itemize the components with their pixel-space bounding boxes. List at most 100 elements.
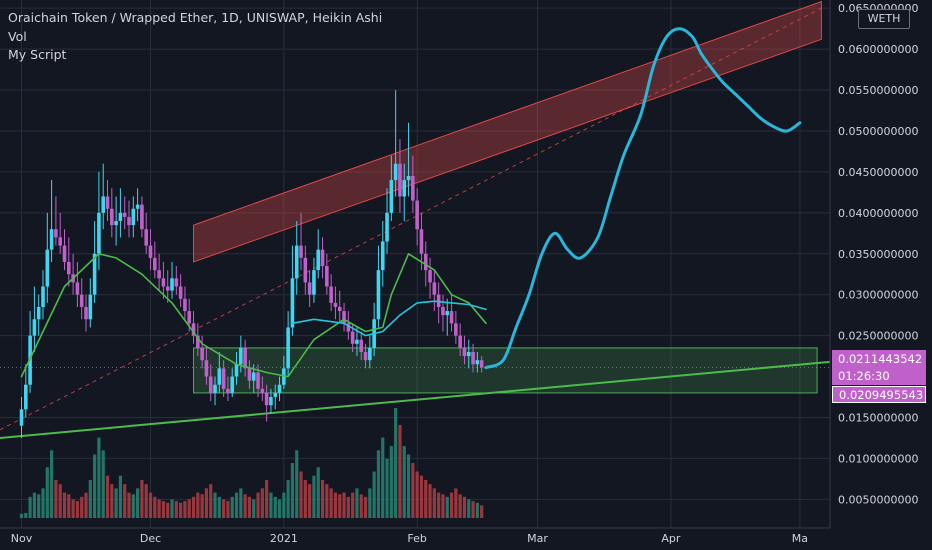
candle-body	[239, 347, 243, 365]
volume-bars	[19, 408, 484, 518]
candle-body	[432, 282, 437, 295]
script-indicator-label[interactable]: My Script	[8, 47, 67, 62]
candle-body	[213, 384, 217, 393]
candle-body	[32, 319, 37, 336]
x-tick-label: Apr	[661, 532, 681, 545]
volume-bar	[110, 484, 114, 518]
volume-bar	[144, 484, 148, 518]
volume-bar	[101, 450, 105, 518]
y-tick-label: 0.0050000000	[838, 493, 918, 506]
x-axis-ticks[interactable]: Nov Dec 2021 Feb Mar Apr Ma	[11, 532, 808, 545]
volume-bar	[428, 484, 432, 518]
candle-body	[449, 311, 454, 324]
moving-average-cyan	[291, 300, 487, 337]
volume-bar	[260, 488, 264, 518]
volume-bar	[308, 484, 312, 518]
volume-bar	[411, 463, 415, 518]
candle-body	[316, 249, 321, 271]
symbol-title[interactable]: Oraichain Token / Wrapped Ether, 1D, UNI…	[8, 10, 383, 25]
candle-body	[406, 176, 411, 181]
volume-bar	[458, 494, 462, 518]
candle-body	[294, 245, 299, 279]
volume-bar	[372, 471, 376, 518]
candle-body	[45, 249, 50, 287]
y-tick-label: 0.0550000000	[838, 84, 918, 97]
candle-body	[458, 335, 462, 348]
candle-body	[312, 270, 316, 295]
volume-bar	[45, 467, 49, 518]
volume-bar	[402, 446, 406, 518]
volume-bar	[385, 458, 389, 518]
candle-body	[307, 282, 312, 295]
volume-bar	[50, 450, 54, 518]
candle-body	[58, 237, 63, 246]
candle-body	[19, 409, 24, 426]
volume-bar	[200, 494, 204, 518]
dashed-trendline	[0, 7, 822, 431]
candle-body	[62, 245, 67, 262]
candles[interactable]	[19, 90, 484, 438]
volume-bar	[179, 502, 183, 518]
candle-body	[88, 294, 93, 320]
y-tick-label: 0.0100000000	[838, 452, 918, 465]
volume-bar	[419, 475, 424, 518]
candle-body	[368, 347, 372, 361]
volume-indicator-label[interactable]: Vol	[8, 28, 27, 44]
quote-currency-badge: WETH	[858, 9, 910, 29]
volume-bar	[389, 446, 393, 518]
candle-body	[290, 278, 295, 328]
candle-body	[471, 352, 475, 365]
volume-bar	[37, 494, 41, 518]
candle-body	[36, 306, 41, 320]
volume-bar	[342, 492, 346, 518]
candle-body	[221, 368, 226, 389]
candle-body	[200, 347, 204, 361]
candle-body	[350, 331, 355, 344]
moving-average-green	[20, 253, 487, 378]
volume-bar	[222, 499, 226, 518]
volume-bar	[333, 492, 338, 518]
candle-body	[49, 229, 54, 250]
volume-bar	[209, 484, 213, 518]
candle-body	[393, 163, 398, 181]
volume-bar	[153, 496, 157, 518]
candle-body	[110, 208, 114, 226]
x-tick-label: Dec	[140, 532, 161, 545]
price-projection-line	[484, 27, 802, 370]
candle-body	[208, 376, 213, 393]
y-axis-ticks[interactable]: 0.0050000000 0.0100000000 0.0150000000 0.02…	[838, 2, 918, 506]
y-tick-label: 0.0600000000	[838, 43, 918, 56]
volume-bar	[131, 494, 135, 518]
volume-bar	[93, 454, 97, 518]
volume-bar	[368, 488, 372, 518]
candle-body	[462, 347, 467, 357]
candle-body	[148, 245, 153, 258]
volume-bar	[114, 488, 118, 518]
candle-body	[269, 397, 273, 406]
volume-bar	[41, 488, 45, 518]
projection-path[interactable]	[484, 27, 802, 370]
volume-bar	[432, 488, 436, 518]
volume-bar	[252, 499, 256, 518]
y-tick-label: 0.0500000000	[838, 125, 918, 138]
volume-bar	[243, 494, 247, 518]
candle-body	[346, 323, 351, 332]
volume-bar	[88, 479, 92, 518]
volume-bar	[376, 450, 381, 518]
secondary-price-tag: 0.0209495543	[832, 386, 926, 403]
y-tick-label: 0.0400000000	[838, 207, 918, 220]
volume-bar	[58, 484, 62, 518]
candle-body	[454, 323, 458, 336]
volume-bar	[441, 494, 445, 518]
candle-body	[303, 257, 308, 283]
y-tick-label: 0.0150000000	[838, 411, 918, 424]
candle-body	[170, 278, 174, 291]
candle-body	[376, 270, 381, 320]
volume-bar	[471, 501, 475, 518]
x-tick-label: Mar	[527, 532, 548, 545]
volume-bar	[230, 496, 234, 518]
volume-bar	[467, 499, 471, 518]
volume-bar	[105, 475, 110, 518]
candle-body	[75, 282, 80, 295]
